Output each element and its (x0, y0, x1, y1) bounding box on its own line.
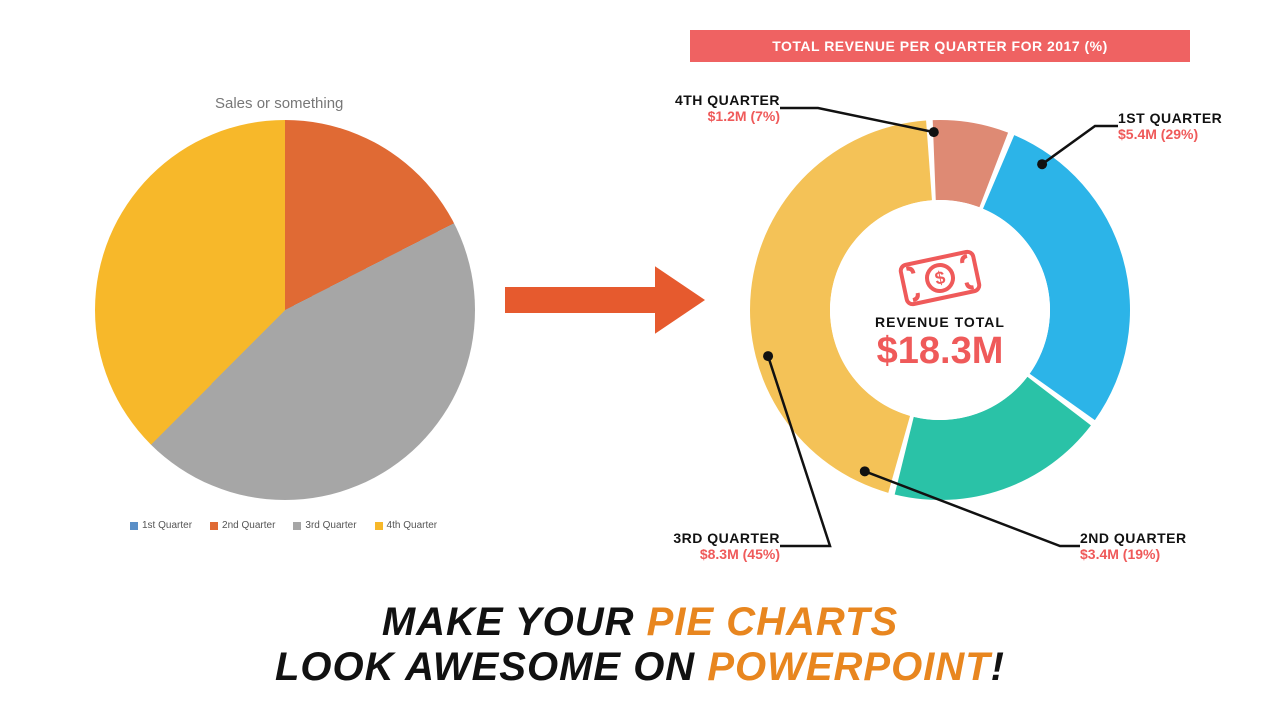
headline: MAKE YOUR PIE CHARTS LOOK AWESOME ON POW… (0, 600, 1280, 690)
headline-l2-accent: POWERPOINT (707, 645, 990, 689)
leader-dot-q4 (929, 127, 939, 137)
headline-l2-post: ! (991, 645, 1005, 689)
leader-dot-q1 (1037, 159, 1047, 169)
donut-center-value: $18.3M (877, 330, 1004, 373)
headline-l1-accent: PIE CHARTS (647, 600, 899, 644)
callout-q3-value: $8.3M (45%) (640, 546, 780, 562)
leader-dot-q3 (763, 351, 773, 361)
money-icon: $ (895, 248, 985, 308)
leader-dot-q2 (860, 466, 870, 476)
leader-line-q4 (780, 108, 934, 132)
callout-q4-name: 4TH QUARTER (640, 92, 780, 108)
callout-q4-value: $1.2M (7%) (640, 108, 780, 124)
callout-q3: 3RD QUARTER $8.3M (45%) (640, 530, 780, 562)
callout-q1-value: $5.4M (29%) (1118, 126, 1222, 142)
callout-q4: 4TH QUARTER $1.2M (7%) (640, 92, 780, 124)
callout-q2-name: 2ND QUARTER (1080, 530, 1187, 546)
headline-l1-pre: MAKE YOUR (382, 600, 647, 644)
callout-q1-name: 1ST QUARTER (1118, 110, 1222, 126)
callout-q3-name: 3RD QUARTER (640, 530, 780, 546)
donut-center-label: REVENUE TOTAL (875, 314, 1005, 330)
callout-q2-value: $3.4M (19%) (1080, 546, 1187, 562)
svg-text:$: $ (933, 267, 947, 289)
callout-q1: 1ST QUARTER $5.4M (29%) (1118, 110, 1222, 142)
donut-center: $ REVENUE TOTAL $18.3M (830, 200, 1050, 420)
callout-q2: 2ND QUARTER $3.4M (19%) (1080, 530, 1187, 562)
headline-l2-pre: LOOK AWESOME ON (275, 645, 707, 689)
